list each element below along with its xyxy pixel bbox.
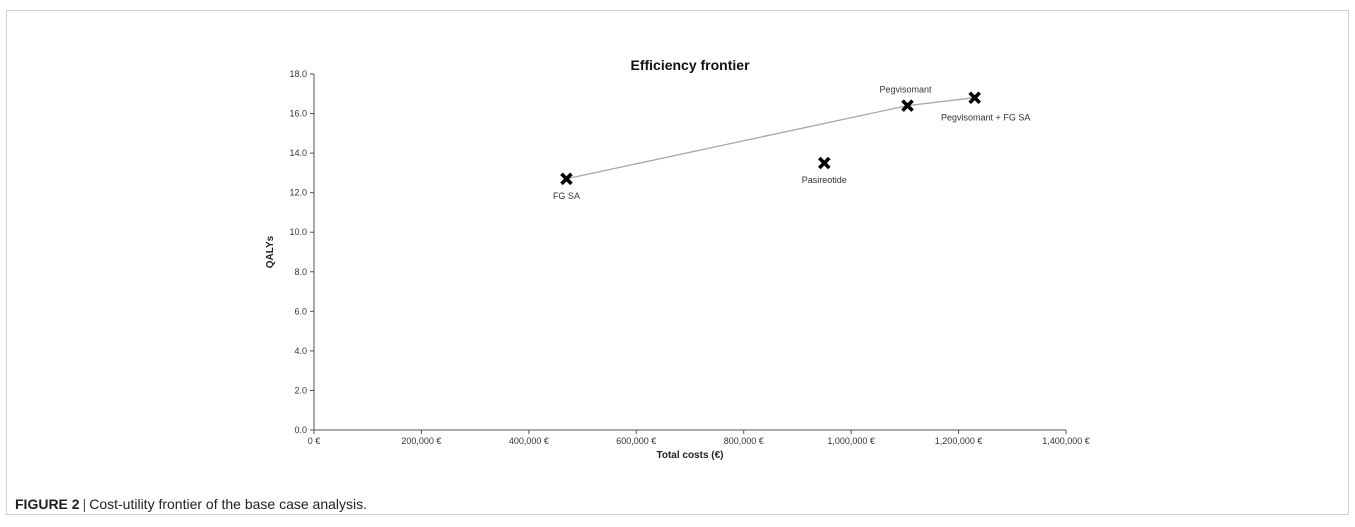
x-marker-icon xyxy=(560,172,573,186)
frontier-line xyxy=(566,97,975,180)
x-tick-label: 1,400,000 € xyxy=(1042,436,1090,446)
caption-text: Cost-utility frontier of the base case a… xyxy=(89,496,368,512)
x-marker-icon xyxy=(818,156,831,170)
figure-caption: FIGURE 2 | Cost-utility frontier of the ba… xyxy=(15,496,367,512)
data-point: Pasireotide xyxy=(802,156,847,185)
data-point-label: Pegvisomant xyxy=(880,85,933,95)
x-tick-label: 200,000 € xyxy=(401,436,441,446)
data-point-label: Pasireotide xyxy=(802,175,847,185)
y-tick-label: 0.0 xyxy=(294,425,307,435)
x-tick-label: 1,200,000 € xyxy=(935,436,983,446)
y-tick-label: 18.0 xyxy=(289,69,307,79)
y-tick-label: 16.0 xyxy=(289,109,307,119)
caption-separator: | xyxy=(82,496,87,512)
x-axis-label: Total costs (€) xyxy=(656,450,723,461)
x-marker-icon xyxy=(901,99,914,112)
figure-frame xyxy=(6,10,1349,515)
x-tick-label: 400,000 € xyxy=(509,436,549,446)
x-tick-label: 0 € xyxy=(308,436,321,446)
chart-title: Efficiency frontier xyxy=(630,57,750,73)
y-tick-label: 14.0 xyxy=(289,148,307,158)
x-tick-label: 800,000 € xyxy=(724,436,764,446)
data-point: Pegvisomant + FG SA xyxy=(941,91,1030,123)
y-axis-ticks: 0.0 2.0 4.0 6.0 8.0 10.0 12.0 14.0 16.0 18.0 xyxy=(289,69,314,435)
x-tick-label: 1,000,000 € xyxy=(827,436,875,446)
data-point-label: Pegvisomant + FG SA xyxy=(941,113,1030,123)
y-tick-label: 8.0 xyxy=(294,267,307,277)
data-point: FG SA xyxy=(553,172,580,201)
y-tick-label: 6.0 xyxy=(294,306,307,316)
data-point: Pegvisomant xyxy=(880,85,933,112)
y-tick-label: 12.0 xyxy=(289,188,307,198)
data-point-label: FG SA xyxy=(553,191,580,201)
data-points: FG SA Pasireotide Pegvisomant Pegvisomant +… xyxy=(553,85,1030,201)
y-tick-label: 4.0 xyxy=(294,346,307,356)
x-marker-icon xyxy=(968,91,981,105)
y-tick-label: 2.0 xyxy=(294,385,307,395)
caption-label: FIGURE 2 xyxy=(15,496,80,512)
x-axis-ticks: 0 € 200,000 € 400,000 € 600,000 € 800,000 € 1… xyxy=(308,430,1090,446)
x-tick-label: 600,000 € xyxy=(616,436,656,446)
y-axis-label: QALYs xyxy=(265,235,276,268)
y-tick-label: 10.0 xyxy=(289,227,307,237)
